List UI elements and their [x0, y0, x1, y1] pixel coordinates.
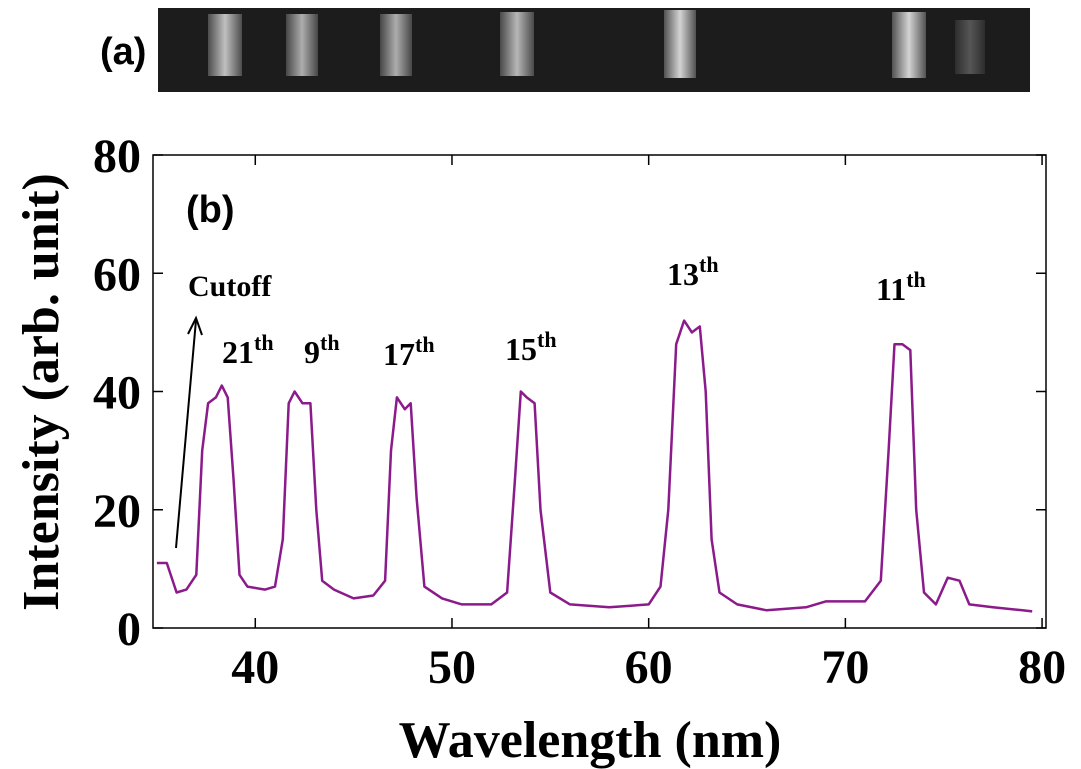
harmonic-number: 9: [304, 334, 320, 370]
x-tick-label: 80: [1018, 641, 1066, 694]
panel-b-label: (b): [186, 189, 235, 231]
harmonic-number: 15: [505, 331, 537, 367]
page: {"panel_a": {"label": "(a)"}, "chart_dat…: [0, 0, 1081, 769]
spectrum-line: [157, 321, 1032, 612]
y-tick-label: 0: [117, 603, 141, 656]
harmonic-label: 11th: [876, 267, 926, 307]
panel-a-image: [158, 8, 1030, 92]
harmonic-number: 13: [667, 256, 699, 292]
harmonic-number: 21: [222, 334, 254, 370]
harmonic-label: 13th: [667, 252, 719, 292]
harmonic-suffix: th: [320, 330, 340, 355]
y-tick-label: 20: [93, 485, 141, 538]
x-tick-label: 70: [821, 641, 869, 694]
harmonic-number: 11: [876, 271, 906, 307]
y-tick-label: 60: [93, 248, 141, 301]
x-tick-label: 50: [428, 641, 476, 694]
harmonic-label: 17th: [383, 332, 435, 372]
figure: (a) (b) Cutoff Intensity (arb. unit) Wav…: [0, 0, 1081, 769]
harmonic-suffix: th: [415, 332, 435, 357]
y-axis-title: Intensity (arb. unit): [13, 173, 70, 611]
y-tick-label: 40: [93, 367, 141, 420]
harmonic-label: 21th: [222, 330, 274, 370]
harmonic-suffix: th: [254, 330, 274, 355]
harmonic-number: 17: [383, 336, 415, 372]
harmonic-suffix: th: [537, 327, 557, 352]
panel-a-label: (a): [100, 31, 146, 73]
y-tick-label: 80: [93, 130, 141, 183]
harmonic-suffix: th: [906, 267, 926, 292]
x-tick-label: 60: [625, 641, 673, 694]
x-tick-label: 40: [231, 641, 279, 694]
harmonic-suffix: th: [699, 252, 719, 277]
harmonic-label: 15th: [505, 327, 557, 367]
cutoff-label: Cutoff: [188, 270, 272, 303]
x-axis-title: Wavelength (nm): [399, 712, 782, 769]
harmonic-label: 9th: [304, 330, 340, 370]
